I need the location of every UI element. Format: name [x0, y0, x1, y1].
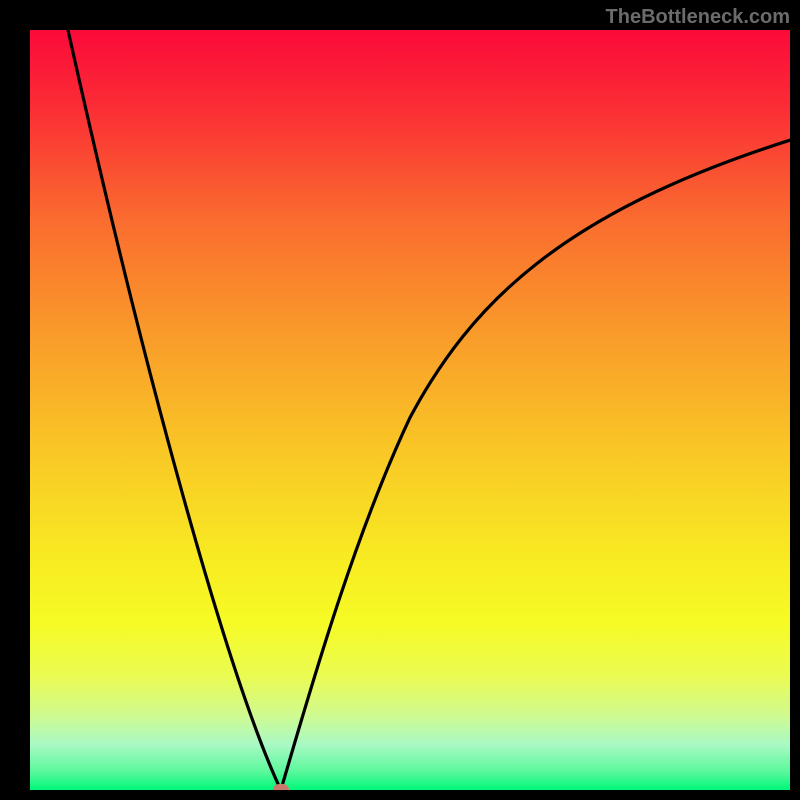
chart-container: TheBottleneck.com	[0, 0, 800, 800]
watermark-text: TheBottleneck.com	[606, 6, 790, 29]
plot-area	[30, 30, 790, 790]
bottleneck-curve	[30, 30, 790, 790]
minimum-marker	[273, 784, 289, 790]
